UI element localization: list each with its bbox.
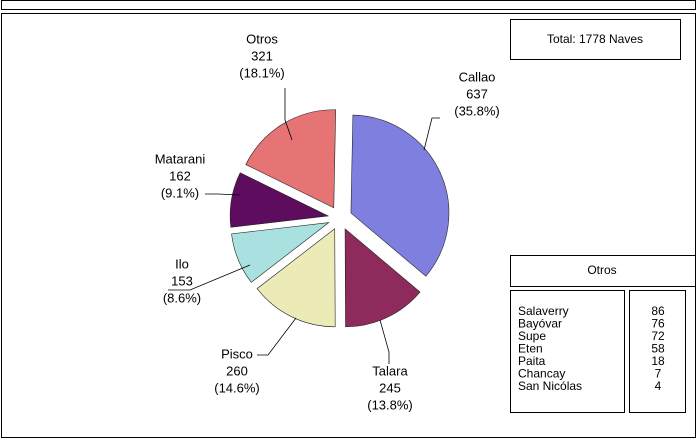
other-value: 72 bbox=[651, 329, 665, 343]
slice-percent: (8.6%) bbox=[163, 290, 201, 305]
other-values-box bbox=[629, 290, 686, 413]
other-name: Supe bbox=[518, 329, 546, 343]
slice-percent: (9.1%) bbox=[161, 185, 199, 200]
total-label: Total: 1778 Naves bbox=[547, 32, 643, 46]
other-name: Bayóvar bbox=[518, 317, 562, 331]
slice-label: Ilo bbox=[175, 256, 189, 271]
slice-label: Pisco bbox=[221, 346, 253, 361]
top-frame bbox=[1, 0, 696, 10]
slice-value: 245 bbox=[379, 380, 401, 395]
other-title-box bbox=[510, 255, 696, 287]
slice-value: 153 bbox=[171, 273, 193, 288]
slice-percent: (18.1%) bbox=[239, 65, 285, 80]
other-value: 4 bbox=[655, 379, 662, 393]
other-name: Eten bbox=[518, 342, 543, 356]
other-value: 18 bbox=[651, 354, 665, 368]
slice-value: 321 bbox=[251, 48, 273, 63]
leader-line bbox=[205, 193, 241, 196]
slice-value: 162 bbox=[169, 168, 191, 183]
slice-value: 260 bbox=[226, 363, 248, 378]
pie-slice bbox=[229, 172, 330, 228]
slice-label: Callao bbox=[459, 69, 496, 84]
pie-slice bbox=[231, 222, 330, 283]
pie-slice bbox=[256, 228, 336, 328]
pie-slice bbox=[350, 114, 450, 277]
other-title: Otros bbox=[587, 263, 616, 277]
leader-line bbox=[379, 319, 390, 364]
slice-value: 637 bbox=[466, 86, 488, 101]
other-name: San Nicólas bbox=[518, 379, 582, 393]
slice-label: Talara bbox=[372, 363, 408, 378]
slice-label: Matarani bbox=[155, 151, 206, 166]
other-name: Salaverry bbox=[518, 304, 569, 318]
pie-slice bbox=[344, 228, 421, 328]
slice-percent: (35.8%) bbox=[454, 103, 500, 118]
slice-percent: (13.8%) bbox=[367, 397, 413, 412]
other-name: Paita bbox=[518, 354, 546, 368]
other-names-box bbox=[510, 290, 625, 413]
leader-line bbox=[257, 317, 297, 356]
total-box bbox=[510, 19, 681, 60]
leader-line bbox=[168, 264, 251, 291]
other-value: 86 bbox=[651, 304, 665, 318]
other-value: 76 bbox=[651, 317, 665, 331]
other-value: 7 bbox=[655, 367, 662, 381]
pie-slice bbox=[245, 109, 337, 209]
other-value: 58 bbox=[651, 342, 665, 356]
other-name: Chancay bbox=[518, 367, 565, 381]
leader-line bbox=[423, 117, 440, 151]
slice-percent: (14.6%) bbox=[214, 380, 260, 395]
slice-label: Otros bbox=[246, 31, 278, 46]
leader-line bbox=[284, 88, 293, 141]
